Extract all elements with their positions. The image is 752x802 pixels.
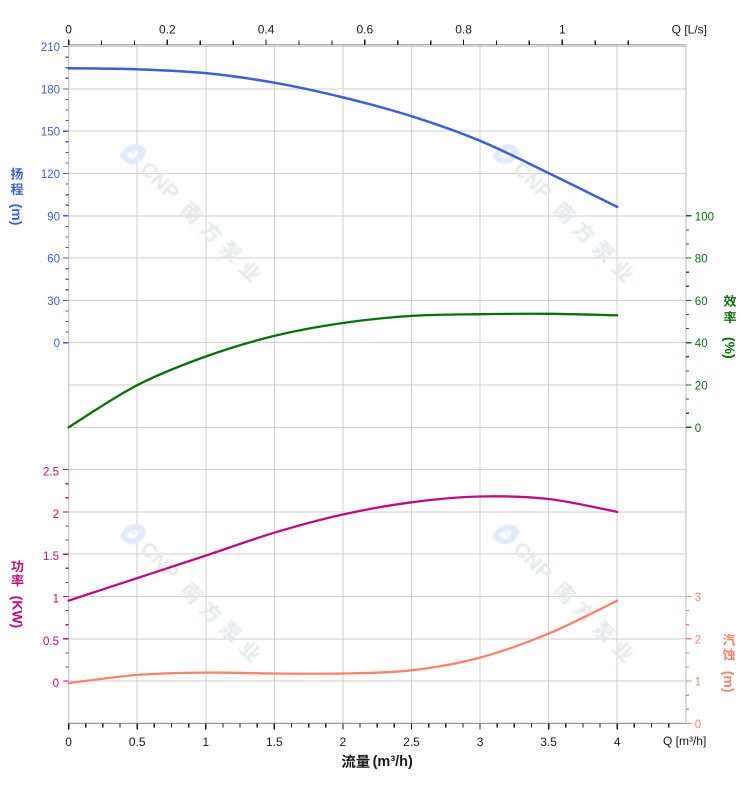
svg-text:0: 0 <box>695 423 701 435</box>
svg-text:100: 100 <box>695 211 714 223</box>
svg-text:3: 3 <box>695 592 701 604</box>
svg-text:30: 30 <box>47 296 60 308</box>
svg-text:0.5: 0.5 <box>129 735 146 749</box>
svg-text:(m³/h): (m³/h) <box>373 754 413 770</box>
svg-text:0: 0 <box>53 678 59 690</box>
svg-text:(KW): (KW) <box>10 596 26 629</box>
svg-text:2.5: 2.5 <box>403 735 420 749</box>
svg-text:0.2: 0.2 <box>159 22 176 36</box>
svg-text:2: 2 <box>340 735 347 749</box>
svg-text:210: 210 <box>41 42 60 54</box>
svg-text:1.5: 1.5 <box>43 551 59 563</box>
svg-text:Q [L/s]: Q [L/s] <box>672 22 707 36</box>
svg-text:0: 0 <box>65 22 72 36</box>
svg-text:3: 3 <box>477 735 484 749</box>
svg-text:0.4: 0.4 <box>258 22 275 36</box>
svg-text:2: 2 <box>53 509 59 521</box>
svg-text:1: 1 <box>695 677 701 689</box>
svg-text:1: 1 <box>202 735 209 749</box>
svg-text:Q [m³/h]: Q [m³/h] <box>663 734 706 748</box>
svg-text:1: 1 <box>559 22 566 36</box>
svg-text:4: 4 <box>614 735 621 749</box>
svg-text:0.6: 0.6 <box>356 22 373 36</box>
svg-text:60: 60 <box>47 254 60 266</box>
svg-text:(m): (m) <box>9 204 25 226</box>
svg-text:2: 2 <box>695 634 701 646</box>
svg-text:2.5: 2.5 <box>43 467 59 479</box>
svg-text:20: 20 <box>695 381 708 393</box>
svg-text:120: 120 <box>41 169 60 181</box>
svg-text:80: 80 <box>695 254 708 266</box>
svg-text:0: 0 <box>65 735 72 749</box>
svg-text:90: 90 <box>47 211 60 223</box>
svg-text:60: 60 <box>695 296 708 308</box>
svg-text:(m): (m) <box>721 671 737 693</box>
svg-text:0.8: 0.8 <box>455 22 472 36</box>
svg-text:180: 180 <box>41 84 60 96</box>
svg-text:1.5: 1.5 <box>266 735 283 749</box>
svg-text:1: 1 <box>53 594 59 606</box>
svg-text:0: 0 <box>695 719 701 731</box>
svg-text:(%): (%) <box>722 337 738 359</box>
svg-text:40: 40 <box>695 338 708 350</box>
svg-text:150: 150 <box>41 127 60 139</box>
svg-text:3.5: 3.5 <box>540 735 557 749</box>
svg-text:0.5: 0.5 <box>43 636 59 648</box>
svg-text:0: 0 <box>54 338 60 350</box>
